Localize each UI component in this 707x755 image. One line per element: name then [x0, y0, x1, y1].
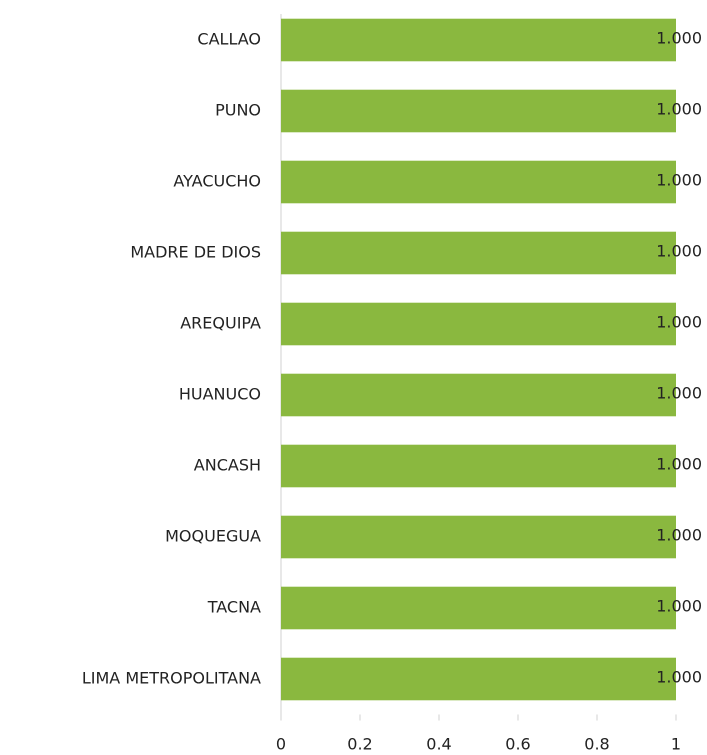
value-label: 1.000 — [656, 668, 702, 687]
value-label: 1.000 — [656, 29, 702, 48]
y-tick-label: LIMA METROPOLITANA — [82, 669, 261, 688]
value-label: 1.000 — [656, 171, 702, 190]
value-label: 1.000 — [656, 242, 702, 261]
y-tick-label: HUANUCO — [179, 385, 261, 404]
y-tick-label: CALLAO — [197, 30, 261, 49]
bar — [281, 160, 676, 204]
bar — [281, 231, 676, 275]
bar — [281, 586, 676, 630]
value-label: 1.000 — [656, 384, 702, 403]
x-tick-label: 0 — [276, 735, 286, 754]
bar — [281, 373, 676, 417]
y-tick-label: MOQUEGUA — [165, 527, 261, 546]
x-tick-label: 0.4 — [426, 735, 451, 754]
x-tick-label: 0.6 — [505, 735, 530, 754]
y-tick-label: PUNO — [215, 101, 261, 120]
x-tick-label: 0.8 — [584, 735, 609, 754]
value-label: 1.000 — [656, 313, 702, 332]
y-tick-label: TACNA — [207, 598, 261, 617]
bar — [281, 657, 676, 701]
bar — [281, 515, 676, 559]
x-tick-label: 0.2 — [347, 735, 372, 754]
bar — [281, 444, 676, 488]
x-tick-label: 1 — [671, 735, 681, 754]
value-label: 1.000 — [656, 597, 702, 616]
bar — [281, 89, 676, 133]
value-label: 1.000 — [656, 100, 702, 119]
bar — [281, 302, 676, 346]
y-tick-label: AREQUIPA — [180, 314, 261, 333]
y-tick-label: MADRE DE DIOS — [130, 243, 261, 262]
y-tick-label: AYACUCHO — [173, 172, 261, 191]
bar — [281, 18, 676, 62]
y-tick-label: ANCASH — [194, 456, 261, 475]
value-label: 1.000 — [656, 526, 702, 545]
value-label: 1.000 — [656, 455, 702, 474]
